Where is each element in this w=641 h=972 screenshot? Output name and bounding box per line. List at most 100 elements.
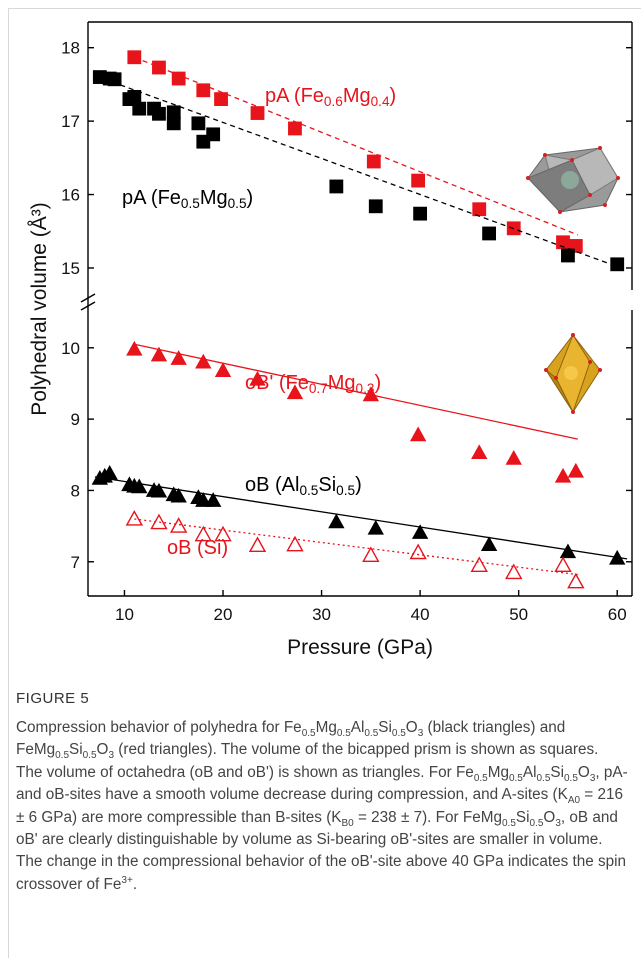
x-tick-label: 30: [312, 605, 331, 624]
caption-text: O: [543, 809, 555, 826]
y-tick-label: 15: [61, 259, 80, 278]
square-marker: [152, 107, 165, 120]
caption-text: Si: [69, 741, 83, 758]
triangle-marker: [472, 558, 487, 572]
x-axis-label: Pressure (GPa): [287, 636, 433, 659]
square-marker: [133, 102, 146, 115]
label-sub: 0.5: [181, 196, 200, 211]
caption-sub: 0.5: [392, 728, 406, 739]
square-marker: [197, 84, 210, 97]
caption-sub: 0.5: [55, 750, 69, 761]
label-text: pA (Fe: [265, 85, 324, 107]
caption-sub: 0.5: [364, 728, 378, 739]
series-annotation: pA (Fe0.6Mg0.4): [265, 85, 396, 109]
square-marker: [483, 227, 496, 240]
triangle-marker: [329, 514, 344, 528]
caption-text: Mg: [316, 719, 337, 736]
figure-caption: Compression behavior of polyhedra for Fe…: [16, 717, 628, 896]
series-annotation: oB (Si): [167, 537, 228, 559]
caption-text: Al: [351, 719, 365, 736]
caption-text: = 238 ± 7). For FeMg: [354, 809, 502, 826]
label-text: ): [247, 187, 254, 209]
x-tick-label: 20: [214, 605, 233, 624]
label-text: oB (Si): [167, 537, 228, 559]
triangle-marker: [556, 558, 571, 572]
label-text: ): [355, 474, 362, 496]
series-annotation: pA (Fe0.5Mg0.5): [122, 187, 253, 211]
square-marker: [167, 117, 180, 130]
triangle-marker: [127, 342, 142, 356]
square-marker: [108, 73, 121, 86]
triangle-marker: [127, 511, 142, 525]
label-text: ): [374, 372, 381, 394]
caption-sub: A0: [568, 795, 580, 806]
x-tick-label: 50: [509, 605, 528, 624]
triangle-marker: [506, 565, 521, 579]
triangle-marker: [411, 545, 426, 559]
square-marker: [561, 249, 574, 262]
fit-line: [134, 344, 577, 439]
triangle-marker: [196, 355, 211, 369]
caption-sub: 0.5: [474, 773, 488, 784]
label-text: Mg: [200, 187, 228, 209]
square-marker: [367, 155, 380, 168]
caption-text: Si: [516, 809, 530, 826]
caption-sub: 0.5: [502, 818, 516, 829]
caption-sub: 0.5: [509, 773, 523, 784]
square-marker: [414, 207, 427, 220]
square-marker: [152, 61, 165, 74]
label-text: Mg: [343, 85, 371, 107]
triangle-marker: [568, 574, 583, 588]
square-marker: [330, 180, 343, 193]
label-sub: 0.5: [336, 483, 355, 498]
caption-text: .: [133, 876, 137, 893]
caption-sub: 0.5: [530, 818, 544, 829]
caption-text: O: [406, 719, 418, 736]
y-tick-label: 8: [71, 481, 80, 500]
y-tick-label: 17: [61, 112, 80, 131]
caption-sub: 0.5: [337, 728, 351, 739]
caption-sub: 0.5: [564, 773, 578, 784]
y-tick-label: 16: [61, 186, 80, 205]
label-sub: 0.4: [371, 94, 390, 109]
octahedron-icon: [544, 333, 602, 414]
triangle-marker: [151, 515, 166, 529]
prism-icon: [526, 146, 620, 214]
caption-sub: 0.5: [302, 728, 316, 739]
label-sub: 0.6: [324, 94, 343, 109]
caption-sub: B0: [342, 818, 354, 829]
caption-sub: 0.5: [536, 773, 550, 784]
triangle-marker: [568, 464, 583, 478]
caption-text: Si: [550, 764, 564, 781]
caption-text: Compression behavior of polyhedra for Fe: [16, 719, 302, 736]
triangle-marker: [368, 521, 383, 535]
label-text: ): [390, 85, 397, 107]
x-tick-label: 60: [608, 605, 627, 624]
figure-label: FIGURE 5: [16, 690, 89, 707]
label-text: oB (Al: [245, 474, 299, 496]
page: 15161718Polyhedral volume (Å³)pA (Fe0.6M…: [0, 0, 641, 972]
triangle-marker: [506, 451, 521, 465]
caption-text: Al: [523, 764, 537, 781]
caption-text: Si: [378, 719, 392, 736]
caption-text: O: [578, 764, 590, 781]
square-marker: [172, 72, 185, 85]
square-marker: [207, 128, 220, 141]
square-marker: [369, 200, 382, 213]
square-marker: [215, 93, 228, 106]
caption-sup: 3+: [121, 875, 132, 886]
square-marker: [473, 203, 486, 216]
triangle-marker: [556, 469, 571, 483]
caption-sub: 0.5: [83, 750, 97, 761]
x-tick-label: 40: [411, 605, 430, 624]
triangle-marker: [472, 445, 487, 459]
y-tick-label: 18: [61, 39, 80, 58]
label-sub: 0.5: [228, 196, 247, 211]
triangle-marker: [363, 548, 378, 562]
series-annotation: oB (Al0.5Si0.5): [245, 474, 362, 498]
y-tick-label: 9: [71, 410, 80, 429]
label-text: Si: [318, 474, 336, 496]
y-tick-label: 10: [61, 339, 80, 358]
y-axis-label: Polyhedral volume (Å³): [28, 202, 51, 416]
